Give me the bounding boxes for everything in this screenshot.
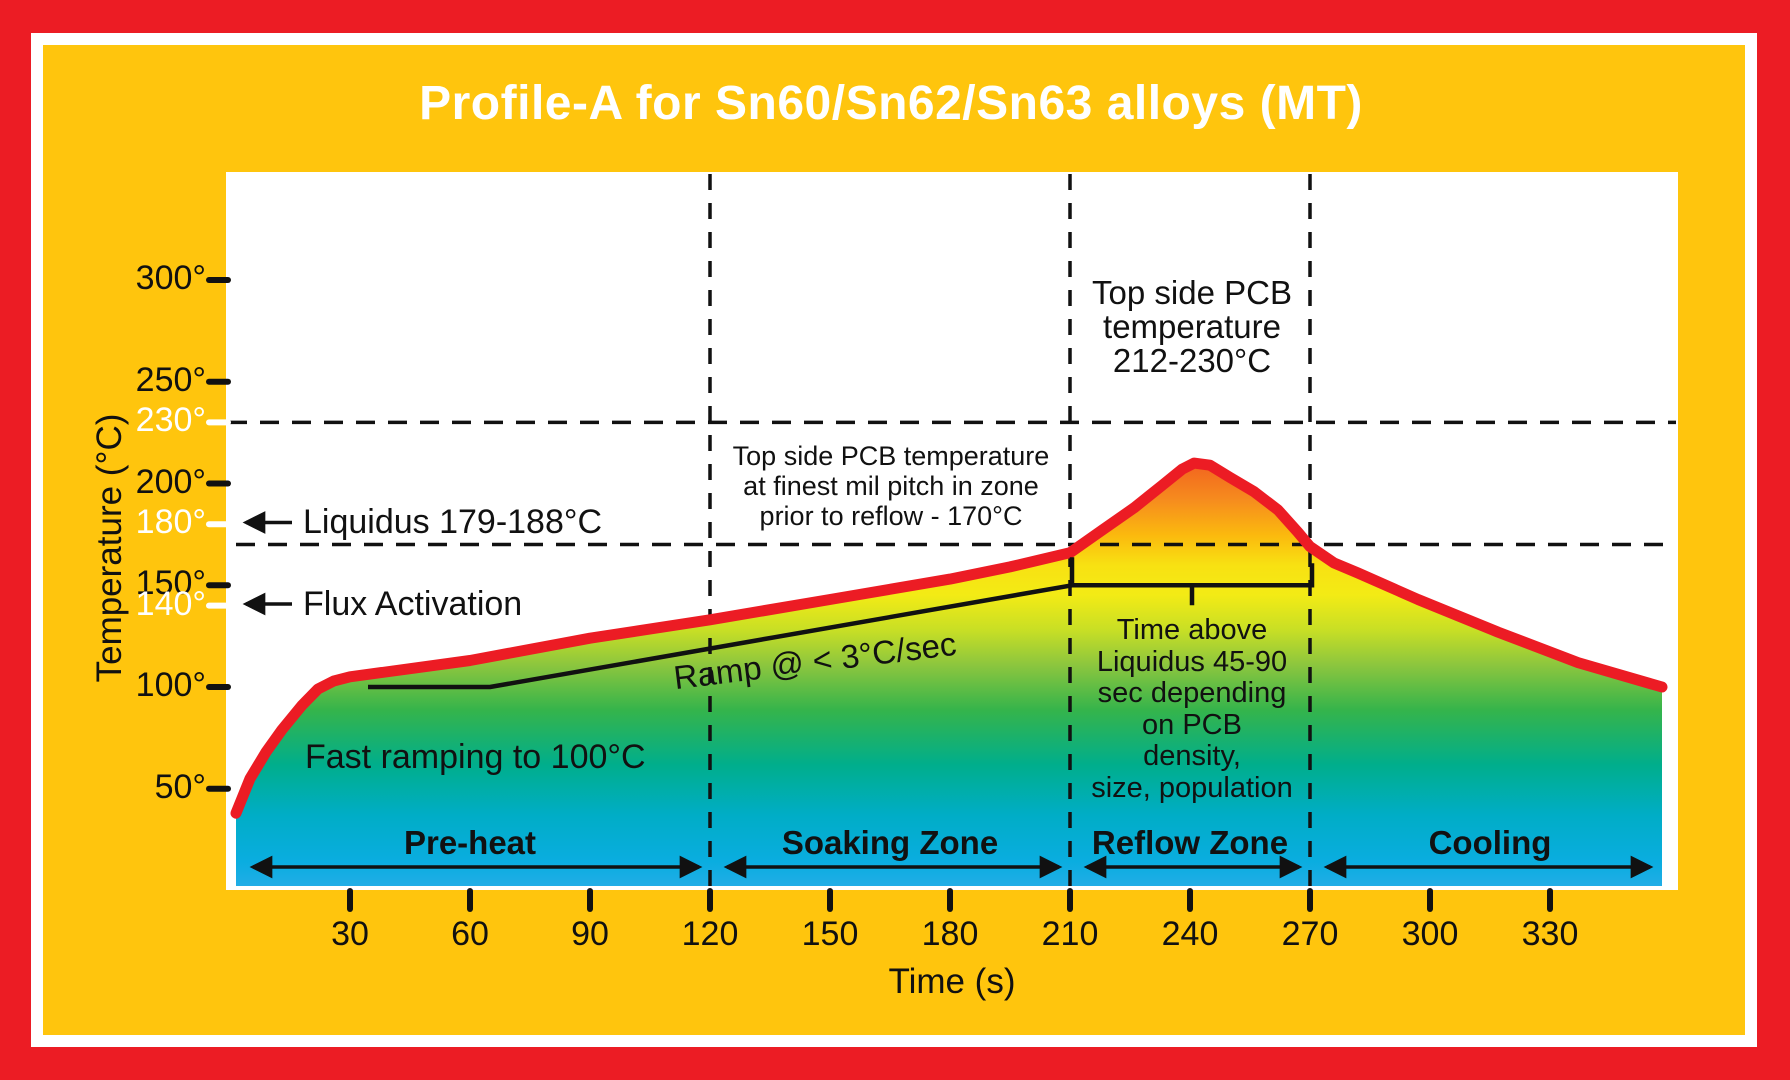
x-tick-label-180: 180 bbox=[921, 915, 979, 953]
y-tick-label-50: 50° bbox=[154, 767, 206, 806]
temperature-area-fill bbox=[236, 463, 1662, 886]
annotation-line: 212-230°C bbox=[1112, 342, 1272, 379]
annotation-line: density, bbox=[1143, 740, 1241, 772]
annotation-fast-ramping: Fast ramping to 100°C bbox=[305, 738, 646, 776]
y-tick-label-200: 200° bbox=[135, 462, 206, 501]
x-axis-title: Time (s) bbox=[888, 962, 1016, 1001]
zone-label-cooling: Cooling bbox=[1428, 824, 1552, 861]
temperature-profile-curve bbox=[230, 457, 1668, 819]
y-tick-label-150: 150° bbox=[135, 564, 206, 603]
annotation-line: prior to reflow - 170°C bbox=[759, 501, 1023, 531]
annotation-line: Liquidus 45-90 bbox=[1096, 645, 1288, 678]
x-tick-label-120: 120 bbox=[681, 915, 739, 953]
x-tick-label-330: 330 bbox=[1521, 915, 1579, 953]
x-tick-label-30: 30 bbox=[331, 915, 369, 953]
annotation-line: Top side PCB temperature bbox=[732, 441, 1050, 471]
annotation-line: Time above bbox=[1116, 614, 1268, 646]
y-tick-label-140: 140° bbox=[135, 584, 206, 623]
zone-label-reflow-zone: Reflow Zone bbox=[1091, 824, 1289, 861]
annotation-line: temperature bbox=[1103, 308, 1281, 345]
x-tick-label-90: 90 bbox=[571, 915, 609, 953]
annotation-line: on PCB bbox=[1142, 708, 1242, 741]
annotation-top-pcb-temperature: Top side PCB temperature 212-230°C bbox=[1032, 276, 1352, 378]
x-tick-label-60: 60 bbox=[451, 915, 489, 953]
y-tick-label-230: 230° bbox=[135, 401, 206, 440]
y-tick-label-300: 300° bbox=[135, 259, 206, 297]
x-tick-label-300: 300 bbox=[1401, 915, 1459, 953]
y-axis-title: Temperature (°C) bbox=[90, 413, 129, 683]
annotation-line: size, population bbox=[1091, 771, 1293, 804]
x-tick-label-210: 210 bbox=[1041, 915, 1099, 953]
page-title: Profile-A for Sn60/Sn62/Sn63 alloys (MT) bbox=[419, 77, 1363, 130]
annotation-line: at finest mil pitch in zone bbox=[743, 471, 1039, 501]
y-tick-label-250: 250° bbox=[135, 360, 206, 399]
annotation-line: Top side PCB bbox=[1092, 274, 1292, 311]
y-tick-label-180: 180° bbox=[135, 503, 206, 542]
time-above-liquidus-bracket bbox=[1069, 557, 1315, 606]
annotation-soak-pcb-temperature: Top side PCB temperature at finest mil p… bbox=[708, 441, 1074, 531]
y-tick-label-100: 100° bbox=[135, 666, 206, 704]
x-tick-label-240: 240 bbox=[1161, 915, 1219, 953]
annotation-time-above-liquidus: Time above Liquidus 45-90 sec depending … bbox=[1027, 614, 1357, 804]
annotation-liquidus: Liquidus 179-188°C bbox=[303, 503, 603, 541]
zone-label-pre-heat: Pre-heat bbox=[403, 824, 537, 861]
ramp-reference-line bbox=[368, 583, 1073, 690]
annotation-flux-activation: Flux Activation bbox=[303, 585, 523, 623]
x-tick-label-150: 150 bbox=[801, 915, 859, 953]
x-tick-label-270: 270 bbox=[1281, 915, 1339, 953]
annotation-line: sec depending bbox=[1097, 677, 1287, 709]
zone-label-soaking-zone: Soaking Zone bbox=[781, 824, 999, 861]
